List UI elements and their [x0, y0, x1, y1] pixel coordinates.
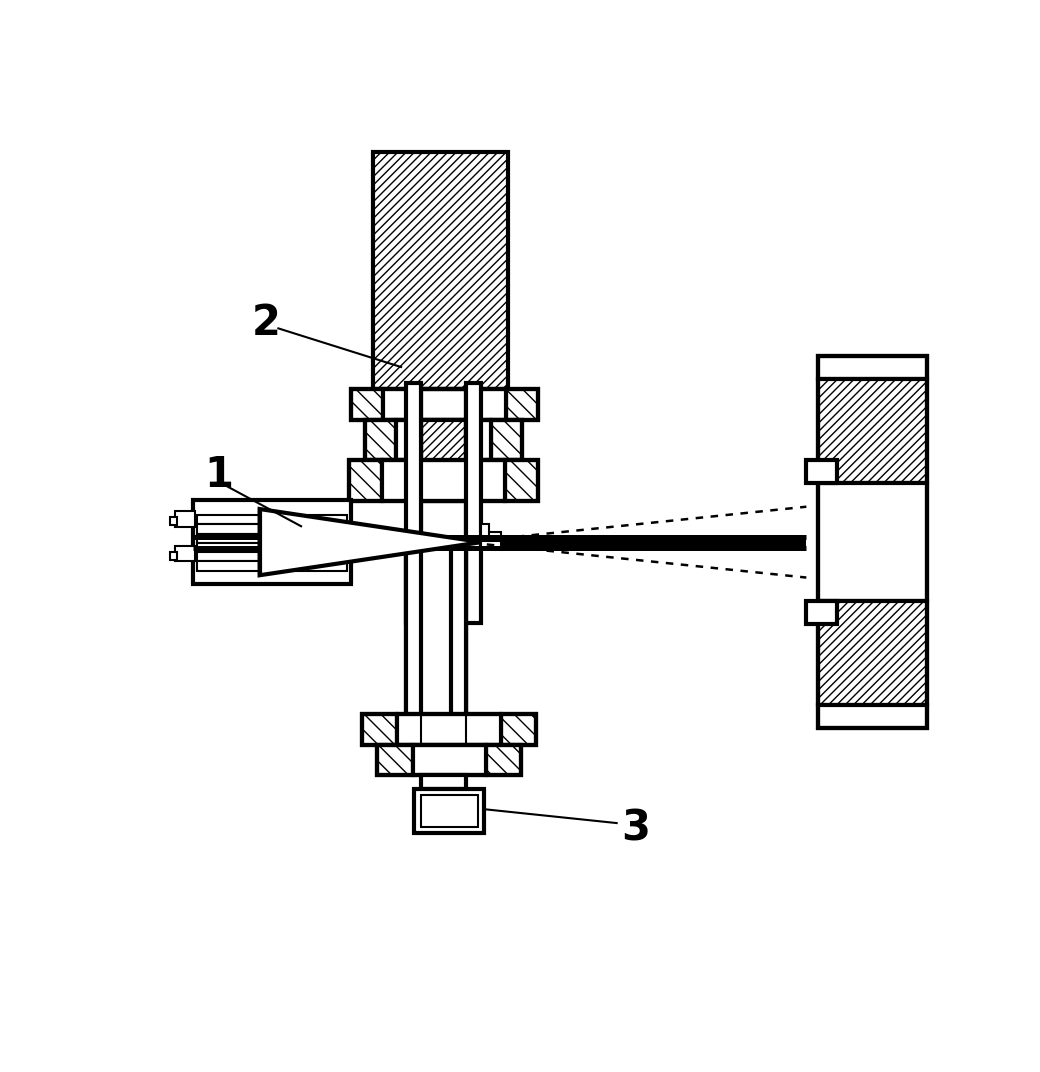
Bar — [198, 542, 346, 552]
Bar — [350, 389, 539, 420]
Bar — [500, 714, 536, 745]
Bar — [193, 500, 350, 584]
Bar — [406, 545, 466, 745]
Bar — [382, 460, 505, 502]
Bar — [817, 482, 928, 600]
Bar — [396, 420, 492, 460]
Bar — [170, 552, 177, 560]
Bar — [421, 775, 466, 789]
Bar — [383, 389, 506, 420]
Bar — [378, 745, 413, 775]
Bar — [817, 356, 928, 378]
Text: 2: 2 — [252, 301, 281, 344]
Bar — [349, 460, 382, 502]
Bar — [175, 511, 194, 526]
Bar — [482, 532, 500, 540]
Bar — [422, 502, 465, 713]
Bar — [414, 789, 484, 833]
Bar — [365, 420, 396, 460]
Bar — [817, 356, 928, 728]
Bar — [806, 600, 837, 624]
Bar — [413, 745, 486, 775]
Bar — [492, 420, 522, 460]
Bar — [170, 518, 177, 525]
Bar — [350, 389, 383, 420]
Bar — [365, 420, 522, 460]
Bar — [421, 420, 466, 502]
Bar — [362, 714, 397, 745]
Bar — [406, 383, 421, 623]
Bar — [198, 534, 346, 542]
Bar — [486, 745, 521, 775]
Bar — [506, 389, 539, 420]
Bar — [378, 745, 521, 775]
Bar — [817, 600, 928, 704]
Bar — [198, 562, 346, 570]
Text: 3: 3 — [622, 807, 651, 850]
Bar — [397, 714, 500, 745]
Bar — [505, 460, 539, 502]
Text: 1: 1 — [204, 455, 233, 496]
Bar — [482, 524, 489, 540]
Bar — [450, 545, 466, 745]
Polygon shape — [260, 509, 482, 576]
Bar — [198, 516, 346, 524]
Bar — [466, 383, 482, 623]
Bar — [806, 460, 837, 482]
Bar — [817, 378, 928, 482]
Bar — [175, 546, 194, 562]
Bar — [421, 389, 466, 714]
Bar — [482, 540, 500, 548]
Bar — [349, 460, 539, 502]
Bar — [362, 714, 536, 745]
Bar — [406, 545, 421, 745]
Bar — [198, 524, 346, 534]
Bar — [817, 704, 928, 728]
Bar — [420, 794, 477, 827]
Bar — [373, 152, 509, 389]
Bar — [198, 552, 346, 562]
